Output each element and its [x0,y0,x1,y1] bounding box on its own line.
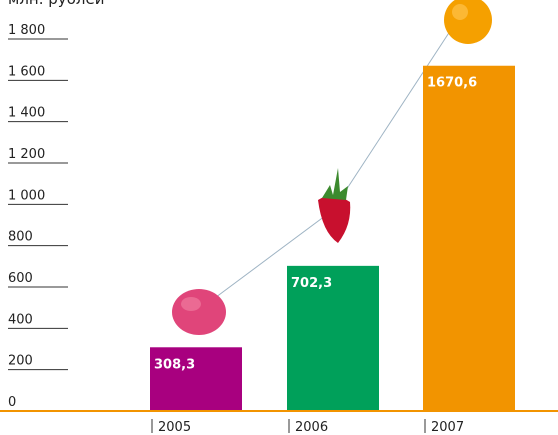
raspberry [172,289,226,335]
bar [150,347,242,411]
bar [423,65,515,411]
value-label: 702,3 [291,276,332,291]
y-tick-label: 800 [8,230,33,245]
x-tick-label: 2007 [431,420,464,435]
y-tick-label: 1 600 [8,64,45,79]
x-tick-label: 2006 [295,420,328,435]
orange-fruit [444,0,492,44]
value-label: 308,3 [154,357,195,372]
y-tick-label: 600 [8,271,33,286]
y-tick-label: 1 000 [8,188,45,203]
x-tick-label: 2005 [158,420,191,435]
value-label: 1670,6 [427,76,477,91]
y-tick-label: 1 400 [8,106,45,121]
strawberry [318,168,351,243]
y-axis-label: млн. рублей [8,0,104,8]
y-tick-label: 400 [8,312,33,327]
y-tick-label: 200 [8,354,33,369]
y-tick-label: 1 200 [8,147,45,162]
y-tick-label: 0 [8,395,16,410]
bar [287,265,379,411]
y-tick-label: 1 800 [8,23,45,38]
